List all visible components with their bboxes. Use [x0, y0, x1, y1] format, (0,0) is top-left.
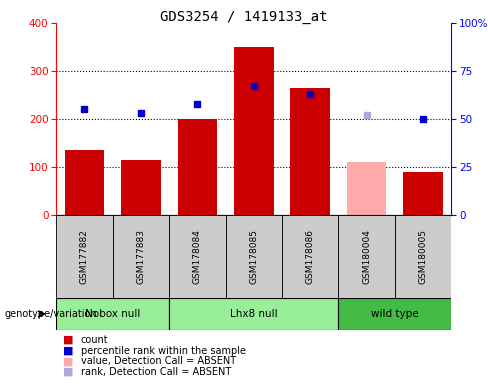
Bar — [178, 119, 217, 215]
Text: wild type: wild type — [371, 309, 419, 319]
Text: Nobox null: Nobox null — [85, 309, 140, 319]
Text: GSM177883: GSM177883 — [136, 229, 145, 284]
Text: ■: ■ — [63, 346, 74, 356]
Bar — [56, 298, 169, 330]
Text: GSM178085: GSM178085 — [249, 229, 258, 284]
Text: ■: ■ — [63, 367, 74, 377]
Text: GDS3254 / 1419133_at: GDS3254 / 1419133_at — [160, 10, 328, 23]
Text: GSM180004: GSM180004 — [362, 229, 371, 284]
Bar — [404, 172, 443, 215]
Text: genotype/variation: genotype/variation — [5, 309, 98, 319]
Bar — [282, 215, 339, 298]
Text: GSM180005: GSM180005 — [419, 229, 427, 284]
Text: Lhx8 null: Lhx8 null — [230, 309, 278, 319]
Bar — [121, 160, 161, 215]
Text: ■: ■ — [63, 356, 74, 366]
Text: GSM177882: GSM177882 — [80, 229, 89, 284]
Text: count: count — [81, 335, 108, 345]
Bar — [169, 215, 225, 298]
Bar — [64, 150, 104, 215]
Text: ■: ■ — [63, 335, 74, 345]
Text: GSM178086: GSM178086 — [305, 229, 315, 284]
Bar — [113, 215, 169, 298]
Bar — [56, 215, 113, 298]
Bar — [234, 47, 273, 215]
Text: rank, Detection Call = ABSENT: rank, Detection Call = ABSENT — [81, 367, 231, 377]
Text: GSM178084: GSM178084 — [193, 229, 202, 284]
Bar — [169, 298, 339, 330]
Bar — [290, 88, 330, 215]
Text: value, Detection Call = ABSENT: value, Detection Call = ABSENT — [81, 356, 236, 366]
Bar — [339, 215, 395, 298]
Text: percentile rank within the sample: percentile rank within the sample — [81, 346, 245, 356]
Bar — [395, 215, 451, 298]
Bar — [347, 162, 386, 215]
Bar — [225, 215, 282, 298]
Bar — [339, 298, 451, 330]
